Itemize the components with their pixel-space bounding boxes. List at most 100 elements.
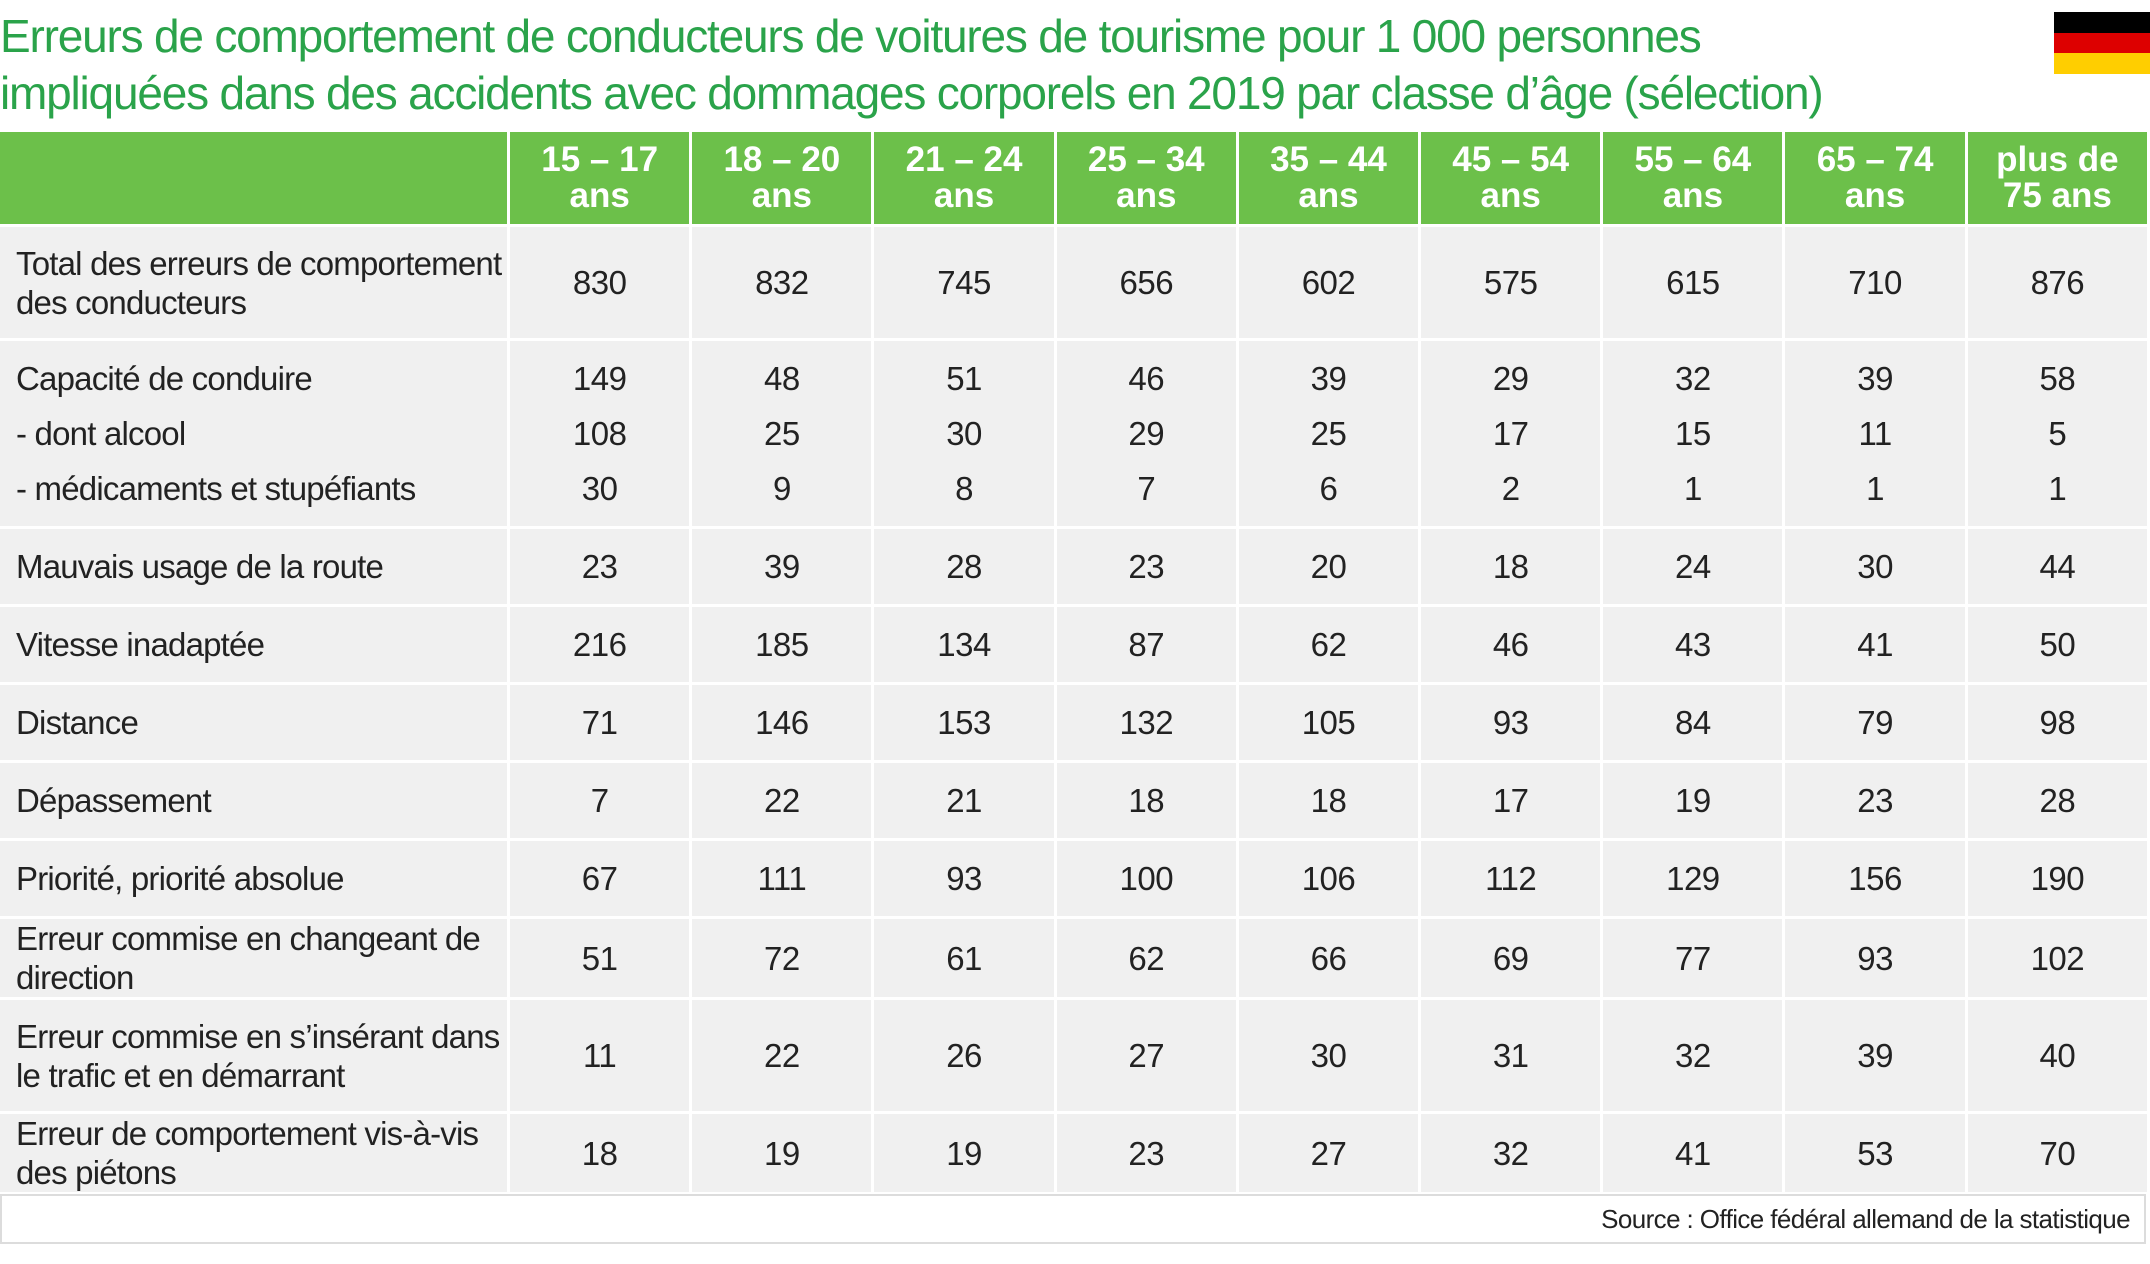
value: 29 (1128, 415, 1165, 452)
value: 28 (946, 548, 982, 585)
value: 79 (1857, 704, 1893, 741)
germany-flag-icon (2054, 12, 2150, 74)
value: 1 (1866, 470, 1885, 507)
value-cell: 190 (1967, 841, 2150, 919)
value-cell: 70 (1967, 1114, 2150, 1192)
row-label-line: Total des erreurs de comportement (16, 244, 502, 282)
column-header-line: 21 – 24 (905, 140, 1023, 179)
row-label-line: Vitesse inadaptée (16, 626, 265, 663)
table-row: Erreur commise en changeant de direction… (0, 919, 2150, 1000)
value-cell: 51 30 8 (874, 341, 1057, 529)
value-cell: 39 (1785, 1000, 1968, 1114)
value: 17 (1492, 782, 1529, 819)
row-label: Erreur de comportement vis-à-vis des pié… (0, 1114, 511, 1192)
value: 106 (1301, 860, 1356, 897)
value-cell: 77 (1603, 919, 1786, 1000)
column-header: 65 – 74 ans (1785, 132, 1968, 227)
row-label: Erreur commise en changeant de direction (0, 919, 511, 1000)
value-cell: 18 (1056, 763, 1239, 841)
row-label-line: Erreur de comportement vis-à-vis des pié… (16, 1115, 479, 1191)
value-cell: 39 11 1 (1785, 341, 1968, 529)
value: 23 (1128, 548, 1165, 585)
column-header: 18 – 20 ans (692, 132, 875, 227)
value: 41 (1857, 626, 1893, 663)
value: 23 (1128, 1134, 1165, 1172)
value: 62 (1310, 626, 1347, 663)
value: 30 (1857, 548, 1893, 585)
value: 30 (581, 470, 618, 507)
flag-stripe-red (2054, 32, 2150, 54)
value-cell: 93 (1785, 919, 1968, 1000)
value-cell: 18 (1238, 763, 1422, 841)
value: 129 (1666, 860, 1720, 897)
title-line-2: impliquées dans des accidents avec domma… (0, 67, 1824, 119)
value-cell: 72 (692, 919, 875, 1000)
value-cell: 79 (1785, 685, 1968, 763)
value: 93 (946, 860, 982, 897)
value-cell: 53 (1785, 1114, 1968, 1192)
flag-stripe-black (2054, 12, 2150, 33)
value-cell: 30 (1238, 1000, 1422, 1114)
value: 39 (764, 548, 800, 585)
value: 61 (946, 939, 982, 977)
value-cell: 84 (1603, 685, 1786, 763)
value: 69 (1492, 939, 1529, 977)
table-row: Vitesse inadaptée 216 185 134 87 62 46 43 41 50 (0, 607, 2150, 685)
value: 77 (1675, 939, 1711, 977)
value: 43 (1675, 626, 1711, 663)
row-label-line: Distance (16, 704, 139, 741)
value-cell: 19 (874, 1114, 1057, 1192)
value: 39 (1310, 360, 1347, 397)
value: 19 (1675, 782, 1711, 819)
value-cell: 51 (510, 919, 693, 1000)
value: 18 (1492, 548, 1529, 585)
value: 8 (955, 470, 973, 507)
column-header-line: ans (569, 176, 630, 215)
table-row: Total des erreurs de comportement des con… (0, 227, 2150, 341)
column-header-line: 25 – 34 (1087, 140, 1205, 179)
value: 615 (1666, 264, 1720, 301)
value: 710 (1848, 264, 1902, 301)
value: 62 (1128, 939, 1165, 977)
value-cell: 66 (1238, 919, 1422, 1000)
header-empty-cell (0, 132, 511, 227)
value-cell: 830 (510, 227, 693, 341)
row-label-line: le trafic et en démarrant (16, 1056, 345, 1094)
value-cell: 156 (1785, 841, 1968, 919)
row-label: Dépassement (0, 763, 511, 841)
value-cell: 105 (1238, 685, 1422, 763)
value-cell: 18 (1421, 529, 1604, 607)
row-label-line: Priorité, priorité absolue (16, 860, 345, 897)
value: 67 (581, 860, 618, 897)
value: 11 (583, 1037, 617, 1074)
value: 23 (581, 548, 618, 585)
value-cell: 32 (1603, 1000, 1786, 1114)
flag-stripe-gold (2054, 53, 2150, 74)
row-label: Erreur commise en s’insérant dans le traf… (0, 1000, 511, 1114)
value-cell: 102 (1967, 919, 2150, 1000)
column-header-line: 75 ans (2002, 176, 2112, 215)
value-cell: 93 (874, 841, 1057, 919)
table-row: Dépassement 7 22 21 18 18 17 19 23 28 (0, 763, 2150, 841)
value-cell: 146 (692, 685, 875, 763)
table-row: Erreur de comportement vis-à-vis des pié… (0, 1114, 2150, 1192)
value-cell: 46 29 7 (1056, 341, 1239, 529)
column-header: 45 – 54 ans (1421, 132, 1604, 227)
value-cell: 98 (1967, 685, 2150, 763)
value: 46 (1128, 360, 1165, 397)
value: 146 (755, 704, 809, 741)
row-label: Priorité, priorité absolue (0, 841, 511, 919)
value: 105 (1301, 704, 1356, 741)
value-cell: 745 (874, 227, 1057, 341)
value: 21 (946, 782, 982, 819)
value-cell: 58 5 1 (1967, 341, 2150, 529)
value: 656 (1119, 264, 1174, 301)
value-cell: 112 (1421, 841, 1604, 919)
value-cell: 602 (1238, 227, 1422, 341)
value-cell: 19 (1603, 763, 1786, 841)
column-header-line: plus de (1996, 140, 2119, 179)
value: 216 (572, 626, 627, 663)
value: 108 (572, 415, 627, 452)
value: 26 (946, 1037, 982, 1074)
value-cell: 7 (510, 763, 693, 841)
